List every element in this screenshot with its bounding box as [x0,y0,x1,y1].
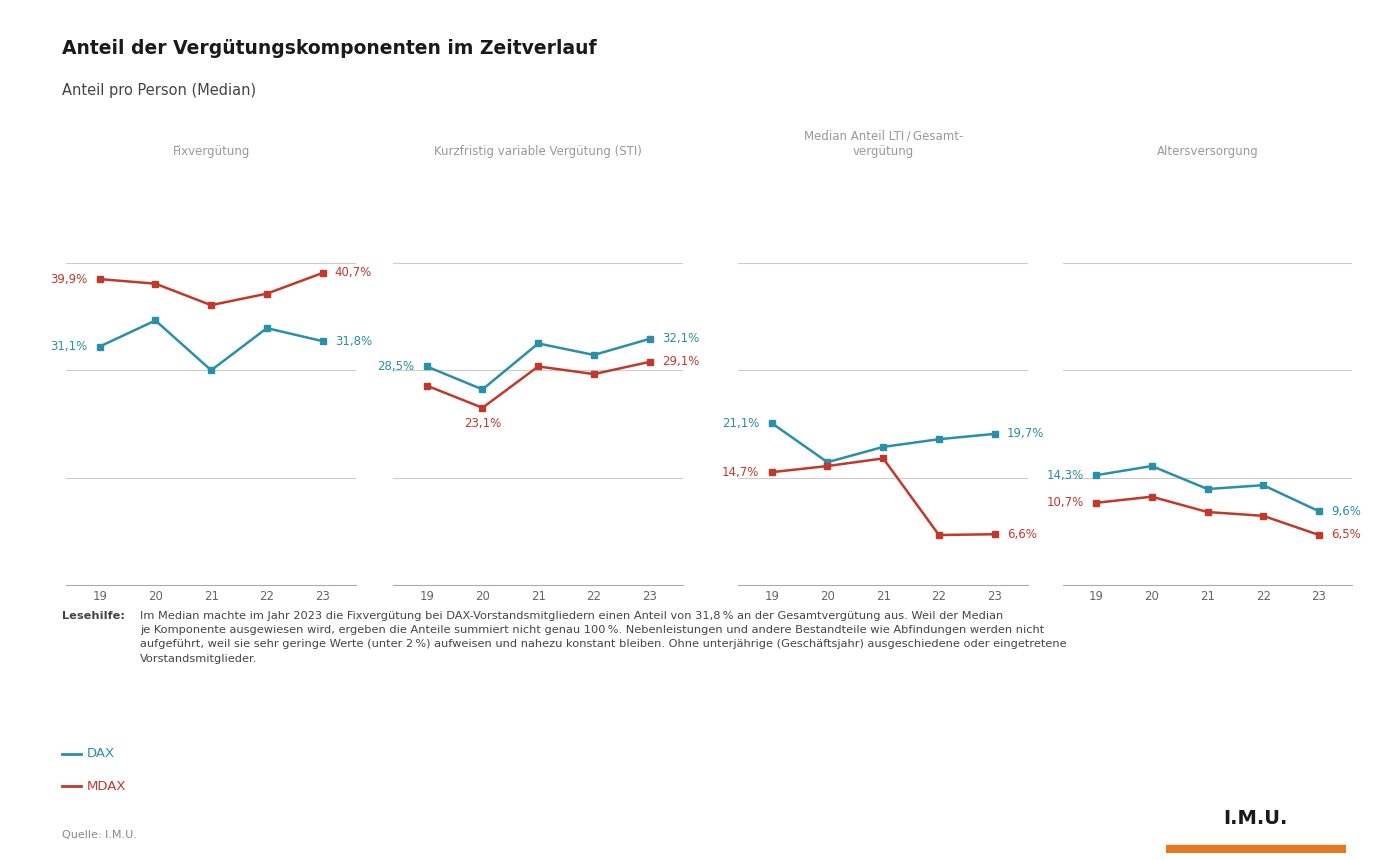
Text: 29,1%: 29,1% [662,355,700,368]
Text: 14,7%: 14,7% [722,465,759,479]
Text: I.M.U.: I.M.U. [1224,808,1288,827]
Text: Im Median machte im Jahr 2023 die Fixvergütung bei DAX-Vorstandsmitgliedern eine: Im Median machte im Jahr 2023 die Fixver… [139,611,1067,664]
Text: 31,1%: 31,1% [50,340,87,353]
Text: 19,7%: 19,7% [1007,427,1045,440]
Text: 6,5%: 6,5% [1332,529,1361,542]
Text: MDAX: MDAX [87,779,127,793]
Text: 14,3%: 14,3% [1046,469,1083,482]
Text: Anteil der Vergütungskomponenten im Zeitverlauf: Anteil der Vergütungskomponenten im Zeit… [62,39,596,58]
Text: 31,8%: 31,8% [335,335,373,347]
Text: Lesehilfe:: Lesehilfe: [62,611,126,621]
Text: Anteil pro Person (Median): Anteil pro Person (Median) [62,83,257,98]
Text: 39,9%: 39,9% [50,273,87,286]
Text: 40,7%: 40,7% [335,267,373,280]
Bar [1166,845,1346,853]
Text: 28,5%: 28,5% [377,360,414,373]
Title: Kurzfristig variable Vergütung (STI): Kurzfristig variable Vergütung (STI) [435,145,642,158]
Text: 9,6%: 9,6% [1332,505,1361,518]
Text: 6,6%: 6,6% [1007,528,1036,541]
Title: Altersversorgung: Altersversorgung [1156,145,1259,158]
Title: Median Anteil LTI / Gesamt-
vergütung: Median Anteil LTI / Gesamt- vergütung [803,129,963,158]
Text: DAX: DAX [87,747,115,760]
Text: Quelle: I.M.U.: Quelle: I.M.U. [62,830,137,839]
Text: 21,1%: 21,1% [722,416,759,430]
Text: 23,1%: 23,1% [464,417,501,430]
Text: 32,1%: 32,1% [662,332,700,346]
Title: Fixvergütung: Fixvergütung [172,145,250,158]
Text: 10,7%: 10,7% [1046,496,1083,509]
